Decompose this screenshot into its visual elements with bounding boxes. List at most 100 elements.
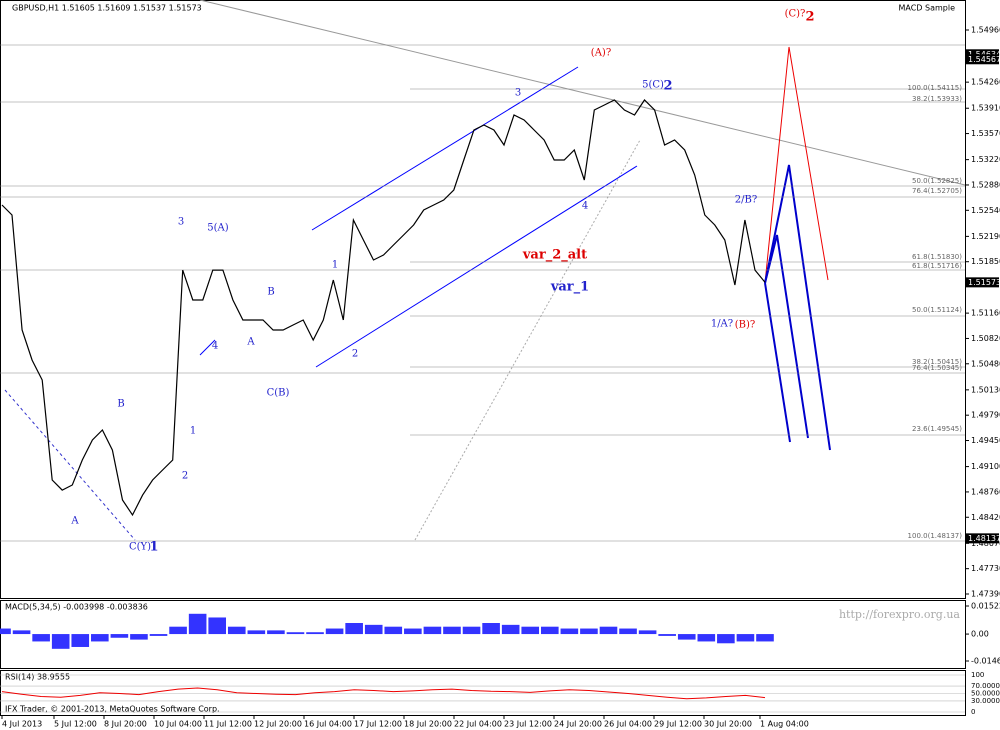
macd-bar [521, 626, 540, 635]
y-tick-label: 1.52540 [971, 206, 1000, 215]
wave-label: 1 [149, 540, 158, 555]
fib-label: 23.6(1.49545) [912, 425, 962, 433]
x-tick-label: 29 Jul 12:00 [654, 720, 702, 729]
fib-label: 38.2(1.53933) [912, 95, 962, 103]
price-marker [966, 54, 999, 65]
fib-label: 50.0(1.51124) [912, 306, 962, 314]
y-tick-label: 1.51850 [971, 257, 1000, 266]
wave-label: A [246, 337, 255, 348]
x-tick-label: 1 Aug 04:00 [760, 720, 809, 729]
fib-label: 100.0(1.54115) [908, 84, 963, 92]
y-tick-label: 1.49450 [971, 436, 1000, 445]
y-tick-label: 1.50820 [971, 334, 1000, 343]
x-tick-label: 17 Jul 12:00 [354, 720, 402, 729]
wave-label: 5(C) [642, 80, 664, 91]
drawings [0, 0, 966, 542]
macd-bar [717, 634, 735, 644]
fib-label: 61.8(1.51716) [912, 262, 962, 270]
wave-label: 5(A) [207, 223, 228, 234]
wave-label: 3 [515, 88, 521, 99]
macd-bar [208, 617, 227, 635]
y-tick-label: 1.47730 [971, 564, 1000, 573]
footer: IFX Trader, © 2001-2013, MetaQuotes Soft… [5, 705, 220, 714]
macd-bar [482, 623, 500, 635]
x-tick-label: 22 Jul 04:00 [454, 720, 502, 729]
x-tick-label: 30 Jul 20:00 [704, 720, 752, 729]
trendline [199, 0, 966, 186]
x-tick-label: 10 Jul 04:00 [154, 720, 202, 729]
wave-label: 1 [190, 426, 196, 437]
wave-label: 1 [332, 260, 338, 271]
macd-bar [443, 626, 461, 635]
macd-bar [462, 626, 481, 635]
macd-bar [599, 626, 618, 635]
channel-line [315, 165, 638, 368]
macd-bar [540, 626, 559, 635]
fib-lines [0, 44, 965, 542]
wave-label: 2 [663, 79, 672, 94]
macd-bar [638, 630, 657, 635]
wave-label: C(B) [267, 388, 290, 399]
macd-bar [501, 624, 520, 635]
price-marker-label: 1.51573 [968, 278, 1000, 287]
y-tick-label: 1.53220 [971, 155, 1000, 164]
macd-bar [188, 613, 207, 635]
y-tick-label: 70.0000 [971, 682, 1000, 690]
macd-bar [247, 630, 266, 635]
channel-line [199, 339, 216, 356]
wave-label: 3 [178, 217, 184, 228]
macd-title: MACD(5,34,5) -0.003998 -0.003836 [5, 603, 148, 612]
price-marker-label: 1.54567 [968, 55, 1000, 64]
macd-bar [619, 628, 637, 635]
y-tick-label: 1.47390 [971, 590, 1000, 599]
projection [764, 46, 829, 284]
x-tick-label: 23 Jul 12:00 [504, 720, 552, 729]
price-marker-label: 1.48137 [968, 534, 1000, 543]
y-tick-label: 30.0000 [971, 697, 1000, 705]
rsi-title: RSI(14) 38.9555 [5, 673, 70, 682]
macd-bar [169, 626, 187, 635]
macd-bar [286, 632, 305, 635]
y-tick-label: 1.49790 [971, 411, 1000, 420]
y-tick-label: 1.49100 [971, 462, 1000, 471]
wave-label: 2 [805, 10, 814, 25]
macd-bar [130, 634, 148, 640]
projection [764, 282, 791, 443]
wave-label: C(Y) [129, 542, 151, 553]
channel-line [311, 66, 579, 231]
macd-bar [697, 634, 716, 642]
projection [764, 164, 831, 451]
macd-bar [267, 630, 285, 635]
x-tick-label: 5 Jul 12:00 [54, 720, 97, 729]
indicator-name: MACD Sample [898, 4, 955, 13]
price-marker [966, 533, 999, 544]
y-tick-label: 0 [971, 708, 975, 716]
macd-bar [110, 634, 129, 638]
x-tick-label: 26 Jul 04:00 [604, 720, 652, 729]
y-tick-label: 1.48420 [971, 513, 1000, 522]
y-tick-label: 100 [971, 671, 984, 679]
wave-label: (C)? [785, 9, 806, 20]
y-tick-label: 1.50130 [971, 385, 1000, 394]
macd-bar [32, 634, 50, 642]
wave-label: 4 [212, 341, 218, 352]
rsi-panel [0, 670, 966, 716]
macd-bar [364, 624, 383, 635]
rsi-line [1, 687, 766, 700]
x-tick-label: 24 Jul 20:00 [554, 720, 602, 729]
y-tick-label: 1.52880 [971, 180, 1000, 189]
watermark: http://forexpro.org.ua [839, 608, 960, 621]
macd-bar [404, 628, 422, 635]
macd-bar [345, 623, 363, 635]
macd-bar [658, 634, 676, 636]
macd-bar [423, 626, 442, 635]
trendline [414, 139, 641, 541]
macd-bar [325, 628, 344, 635]
fib-label: 38.2(1.50415) [912, 358, 962, 366]
wave-label: 1/A? [711, 319, 733, 330]
y-tick-label: 1.53910 [971, 104, 1000, 113]
wave-label: var_1 [550, 280, 589, 295]
macd-bar [149, 634, 168, 636]
wave-label: 2 [182, 471, 188, 482]
